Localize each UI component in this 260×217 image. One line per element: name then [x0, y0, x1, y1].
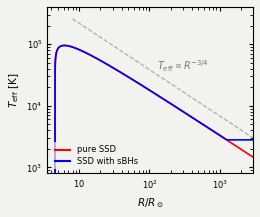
Y-axis label: $T_{\rm eff}$ [K]: $T_{\rm eff}$ [K]	[7, 72, 21, 108]
Text: $T_{\rm eff} \propto R^{-3/4}$: $T_{\rm eff} \propto R^{-3/4}$	[158, 58, 209, 74]
X-axis label: $R/R_\odot$: $R/R_\odot$	[137, 196, 164, 210]
Legend: pure SSD, SSD with sBHs: pure SSD, SSD with sBHs	[51, 142, 141, 169]
